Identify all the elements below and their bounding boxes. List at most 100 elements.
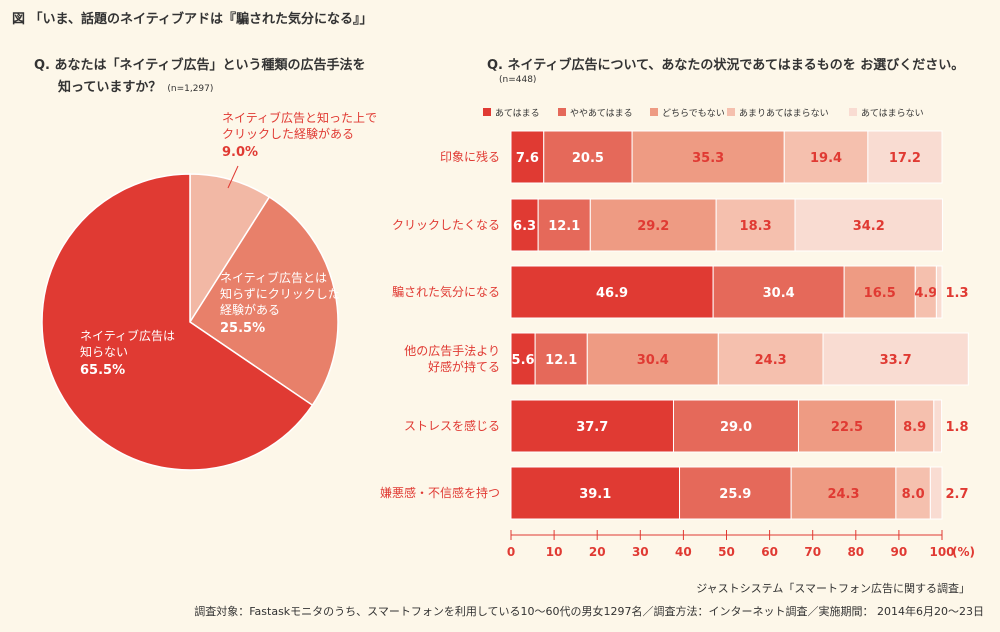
category-label-5-line-0: 嫌悪感・不信感を持つ [380, 485, 500, 500]
legend-label-2: どちらでもない [662, 108, 725, 119]
legend-swatch-0 [483, 108, 491, 116]
pie-slice-value-0: 65.5% [80, 363, 125, 378]
bar-segment-2-2 [843, 265, 916, 319]
bar-segment-4-2 [797, 399, 896, 453]
bar-value-label-1-0: 6.3 [513, 219, 536, 234]
bar-segment-0-3 [783, 130, 869, 184]
bar-segment-1-1 [537, 198, 591, 252]
pie-sample-size: (n=1,297) [167, 84, 214, 94]
category-label-3-line-1: 好感が持てる [428, 359, 500, 374]
bar-value-label-5-2: 24.3 [827, 487, 859, 502]
bar-value-label-2-0: 46.9 [596, 286, 628, 301]
bar-value-label-3-4: 33.7 [880, 353, 912, 368]
bar-segment-2-4 [935, 265, 943, 319]
bar-segment-3-2 [586, 332, 719, 386]
bar-value-label-0-3: 19.4 [810, 151, 842, 166]
x-tick-label-8: 80 [847, 545, 864, 559]
pie-slice-label-1-line-2: 経験がある [220, 302, 280, 317]
x-tick-label-2: 20 [589, 545, 606, 559]
bar-segment-0-2 [631, 130, 785, 184]
legend-label-3: あまりあてはまらない [739, 108, 829, 119]
bar-value-label-3-0: 5.6 [512, 353, 535, 368]
pie-slice-0 [41, 173, 314, 471]
bar-value-label-4-0: 37.7 [576, 420, 608, 435]
bar-value-label-3-1: 12.1 [545, 353, 577, 368]
x-tick-label-3: 30 [632, 545, 649, 559]
x-tick-label-1: 10 [546, 545, 563, 559]
category-label-2-line-0: 騙された気分になる [392, 284, 500, 299]
bar-value-label-2-3: 4.9 [914, 286, 937, 301]
bar-segment-2-0 [510, 265, 714, 319]
legend-swatch-4 [849, 108, 857, 116]
pie-slice-label-0-line-0: ネイティブ広告は [80, 328, 175, 343]
bar-value-label-0-0: 7.6 [516, 151, 539, 166]
survey-footnote: 調査対象：Fastaskモニタのうち、スマートフォンを利用している10〜60代の… [194, 605, 984, 618]
bar-value-label-5-0: 39.1 [579, 487, 611, 502]
legend-swatch-1 [558, 108, 566, 116]
bar-segment-3-3 [717, 332, 824, 386]
category-label-4-line-0: ストレスを感じる [404, 418, 500, 433]
pie-slice-label-2-line-1: クリックした経験がある [222, 126, 354, 141]
x-tick-label-9: 90 [891, 545, 908, 559]
bar-segment-1-0 [510, 198, 539, 252]
bar-value-label-4-2: 22.5 [831, 420, 863, 435]
bar-segment-1-2 [589, 198, 717, 252]
bar-segment-3-1 [534, 332, 588, 386]
bar-value-label-5-3: 8.0 [902, 487, 925, 502]
legend-swatch-2 [650, 108, 658, 116]
bar-segment-5-4 [929, 466, 943, 520]
pie-slice-label-1-line-0: ネイティブ広告とは [220, 270, 327, 285]
bar-question: Q. ネイティブ広告について、あなたの状況であてはまるものを お選びください。 [487, 58, 965, 73]
bar-segment-5-1 [679, 466, 792, 520]
bar-segment-1-3 [715, 198, 796, 252]
bar-segment-5-0 [510, 466, 681, 520]
pie-slice-label-0-line-1: 知らない [80, 345, 128, 359]
bar-segment-4-4 [933, 399, 943, 453]
category-label-3-line-0: 他の広告手法より [404, 344, 500, 358]
pie-question-line-1: Q. あなたは「ネイティブ広告」という種類の広告手法を [34, 58, 366, 73]
x-tick-label-4: 40 [675, 545, 692, 559]
category-label-1-line-0: クリックしたくなる [392, 218, 500, 232]
bar-value-label-4-3: 8.9 [903, 420, 926, 435]
pie-question-line-2: 知っていますか？ (n=1,297) [58, 76, 213, 95]
x-tick-label-6: 60 [761, 545, 778, 559]
pie-question-text: 知っていますか？ [58, 80, 162, 95]
x-tick-label-7: 70 [804, 545, 821, 559]
bar-segment-4-1 [672, 399, 799, 453]
pie-slice-label-2-line-0: ネイティブ広告と知った上で [222, 110, 377, 125]
bar-value-label-5-4: 2.7 [945, 487, 968, 502]
category-label-0-line-0: 印象に残る [440, 150, 500, 164]
bar-value-label-2-2: 16.5 [864, 286, 896, 301]
bar-value-label-3-2: 30.4 [637, 353, 669, 368]
pie-leader-line [227, 165, 239, 189]
pie-slice-value-2: 9.0% [222, 145, 258, 160]
bar-value-label-4-4: 1.8 [945, 420, 968, 435]
bar-sample-size: (n=448) [499, 75, 537, 85]
bar-segment-1-4 [794, 198, 943, 252]
bar-value-label-2-4: 1.3 [945, 286, 968, 301]
source-note: ジャストシステム「スマートフォン広告に関する調査」 [696, 582, 970, 595]
bar-value-label-0-2: 35.3 [692, 151, 724, 166]
pie-slice-label-1-line-1: 知らずにクリックした [220, 287, 340, 301]
bar-segment-5-3 [895, 466, 931, 520]
x-axis-unit: (%) [952, 545, 975, 559]
legend-label-0: あてはまる [495, 108, 540, 119]
pie-slice-1 [188, 196, 339, 407]
bar-segment-0-4 [867, 130, 943, 184]
bar-value-label-1-1: 12.1 [548, 219, 580, 234]
bar-value-label-5-1: 25.9 [719, 487, 751, 502]
figure-title: 図 「いま、話題のネイティブアドは『騙された気分になる』」 [12, 12, 373, 27]
bar-segment-5-2 [790, 466, 897, 520]
pie-slice-value-1: 25.5% [220, 321, 265, 336]
legend-swatch-3 [727, 108, 735, 116]
bar-value-label-0-4: 17.2 [889, 151, 921, 166]
bar-value-label-2-1: 30.4 [763, 286, 795, 301]
bar-value-label-1-2: 29.2 [637, 219, 669, 234]
bar-value-label-1-3: 18.3 [740, 219, 772, 234]
bar-value-label-1-4: 34.2 [853, 219, 885, 234]
bar-value-label-4-1: 29.0 [720, 420, 752, 435]
legend-label-1: ややあてはまる [570, 108, 633, 119]
bar-value-label-0-1: 20.5 [572, 151, 604, 166]
x-tick-label-10: 100 [929, 545, 954, 559]
bar-value-label-3-3: 24.3 [755, 353, 787, 368]
